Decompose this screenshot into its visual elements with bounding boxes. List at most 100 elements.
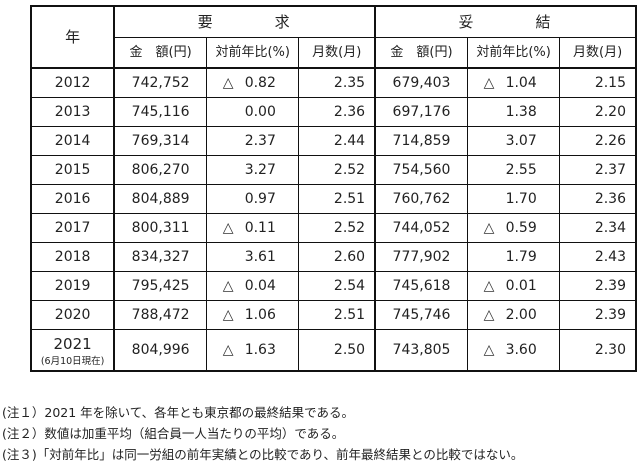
settled-months-cell: 2.26 xyxy=(559,126,637,156)
table-row: 2020 788,472 △ 1.06 2.51 745,746 △ 2.00 2.39 xyxy=(30,300,637,330)
year-cell: 2013 xyxy=(30,97,116,127)
year-value: 2021 xyxy=(53,335,92,353)
table-row: 2015 806,270 3.27 2.52 754,560 2.55 2.37 xyxy=(30,155,637,185)
table-row: 2019 795,425 △ 0.04 2.54 745,618 △ 0.01 2.39 xyxy=(30,271,637,301)
settled-amount-cell: 745,746 xyxy=(374,300,468,330)
settled-yoy-cell: △ 1.04 xyxy=(466,67,561,98)
year-cell: 2014 xyxy=(30,126,116,156)
year-cell: 2012 xyxy=(30,67,116,98)
settled-months-cell: 2.39 xyxy=(559,300,637,330)
year-cell: 2017 xyxy=(30,213,116,243)
demand-months-cell: 2.44 xyxy=(298,126,377,156)
yoy-value: 1.38 xyxy=(505,104,537,120)
table-row: 2016 804,889 0.97 2.51 760,762 1.70 2.36 xyxy=(30,184,637,214)
footnotes: (注１）2021 年を除いて、各年とも東京都の最終結果である。 (注２）数値は加… xyxy=(2,402,523,465)
demand-yoy-cell: 3.61 xyxy=(206,242,300,272)
demand-months-cell: 2.54 xyxy=(298,271,377,301)
yoy-value: 0.01 xyxy=(505,278,537,294)
footnote-2: (注２）数値は加重平均（組合員一人当たりの平均）である。 xyxy=(2,426,345,441)
settled-amount-cell: 679,403 xyxy=(374,67,468,98)
demand-amount-cell: 804,996 xyxy=(113,329,208,372)
yoy-value: 1.79 xyxy=(505,249,537,265)
year-cell: 2019 xyxy=(30,271,116,301)
demand-yoy-cell: △ 1.06 xyxy=(206,300,300,330)
demand-yoy-header: 対前年比(%) xyxy=(206,37,300,69)
demand-amount-cell: 742,752 xyxy=(113,67,208,98)
settled-months-header: 月数(月) xyxy=(559,37,637,69)
settled-yoy-cell: △ 0.59 xyxy=(466,213,561,243)
settled-amount-cell: 777,902 xyxy=(374,242,468,272)
yoy-value: 2.55 xyxy=(505,162,537,178)
demand-months-cell: 2.52 xyxy=(298,213,377,243)
settled-title-left: 妥 xyxy=(458,13,476,31)
demand-title-left: 要 xyxy=(197,13,215,31)
settled-title-right: 結 xyxy=(535,13,553,31)
demand-yoy-cell: 3.27 xyxy=(206,155,300,185)
decrease-triangle-icon: △ xyxy=(483,220,495,236)
decrease-triangle-icon: △ xyxy=(483,307,495,323)
demand-months-cell: 2.51 xyxy=(298,184,377,214)
yoy-value: 2.37 xyxy=(244,133,276,149)
year-header: 年 xyxy=(30,5,116,69)
demand-months-cell: 2.51 xyxy=(298,300,377,330)
demand-months-cell: 2.35 xyxy=(298,67,377,98)
settled-amount-cell: 743,805 xyxy=(374,329,468,372)
demand-amount-cell: 769,314 xyxy=(113,126,208,156)
settled-months-cell: 2.34 xyxy=(559,213,637,243)
demand-yoy-cell: 0.00 xyxy=(206,97,300,127)
decrease-triangle-icon: △ xyxy=(222,220,234,236)
demand-amount-cell: 834,327 xyxy=(113,242,208,272)
yoy-value: 0.97 xyxy=(244,191,276,207)
demand-title-right: 求 xyxy=(274,13,292,31)
demand-months-cell: 2.52 xyxy=(298,155,377,185)
settled-months-cell: 2.37 xyxy=(559,155,637,185)
demand-amount-cell: 788,472 xyxy=(113,300,208,330)
table-row: 2021 (6月10日現在) 804,996 △ 1.63 2.50 743,805 △ 3.6… xyxy=(30,329,637,372)
settled-yoy-cell: △ 0.01 xyxy=(466,271,561,301)
demand-yoy-cell: 2.37 xyxy=(206,126,300,156)
demand-amount-cell: 745,116 xyxy=(113,97,208,127)
demand-amount-header: 金 額(円) xyxy=(113,37,208,69)
demand-amount-cell: 795,425 xyxy=(113,271,208,301)
yoy-value: 0.00 xyxy=(244,104,276,120)
settled-yoy-cell: 1.38 xyxy=(466,97,561,127)
decrease-triangle-icon: △ xyxy=(483,75,495,91)
year-cell: 2021 (6月10日現在) xyxy=(30,329,116,372)
demand-yoy-cell: △ 0.04 xyxy=(206,271,300,301)
decrease-triangle-icon: △ xyxy=(483,278,495,294)
table-row: 2013 745,116 0.00 2.36 697,176 1.38 2.20 xyxy=(30,97,637,127)
yoy-value: 3.07 xyxy=(505,133,537,149)
yoy-value: 0.59 xyxy=(505,220,537,236)
settled-yoy-cell: 1.70 xyxy=(466,184,561,214)
year-cell: 2016 xyxy=(30,184,116,214)
yoy-value: 0.82 xyxy=(244,75,276,91)
settled-yoy-header: 対前年比(%) xyxy=(466,37,561,69)
settled-amount-cell: 714,859 xyxy=(374,126,468,156)
year-cell: 2020 xyxy=(30,300,116,330)
settled-amount-cell: 744,052 xyxy=(374,213,468,243)
settled-amount-cell: 697,176 xyxy=(374,97,468,127)
footnote-3: (注３)「対前年比」は同一労組の前年実績との比較であり、前年最終結果との比較では… xyxy=(2,447,524,462)
footnote-1: (注１）2021 年を除いて、各年とも東京都の最終結果である。 xyxy=(2,405,355,420)
settled-amount-header: 金 額(円) xyxy=(374,37,468,69)
yoy-value: 0.11 xyxy=(244,220,276,236)
table-row: 2012 742,752 △ 0.82 2.35 679,403 △ 1.04 2.15 xyxy=(30,67,637,98)
yoy-value: 1.70 xyxy=(505,191,537,207)
demand-amount-cell: 806,270 xyxy=(113,155,208,185)
settled-months-cell: 2.20 xyxy=(559,97,637,127)
year-note: (6月10日現在) xyxy=(40,356,105,367)
decrease-triangle-icon: △ xyxy=(222,75,234,91)
year-cell: 2015 xyxy=(30,155,116,185)
yoy-value: 2.00 xyxy=(505,307,537,323)
settled-yoy-cell: 3.07 xyxy=(466,126,561,156)
demand-months-cell: 2.60 xyxy=(298,242,377,272)
yoy-value: 3.61 xyxy=(244,249,276,265)
settled-yoy-cell: △ 2.00 xyxy=(466,300,561,330)
settled-months-cell: 2.39 xyxy=(559,271,637,301)
yoy-value: 1.06 xyxy=(244,307,276,323)
table-row: 2018 834,327 3.61 2.60 777,902 1.79 2.43 xyxy=(30,242,637,272)
yoy-value: 1.04 xyxy=(505,75,537,91)
decrease-triangle-icon: △ xyxy=(222,307,234,323)
demand-amount-cell: 804,889 xyxy=(113,184,208,214)
settled-months-cell: 2.15 xyxy=(559,67,637,98)
